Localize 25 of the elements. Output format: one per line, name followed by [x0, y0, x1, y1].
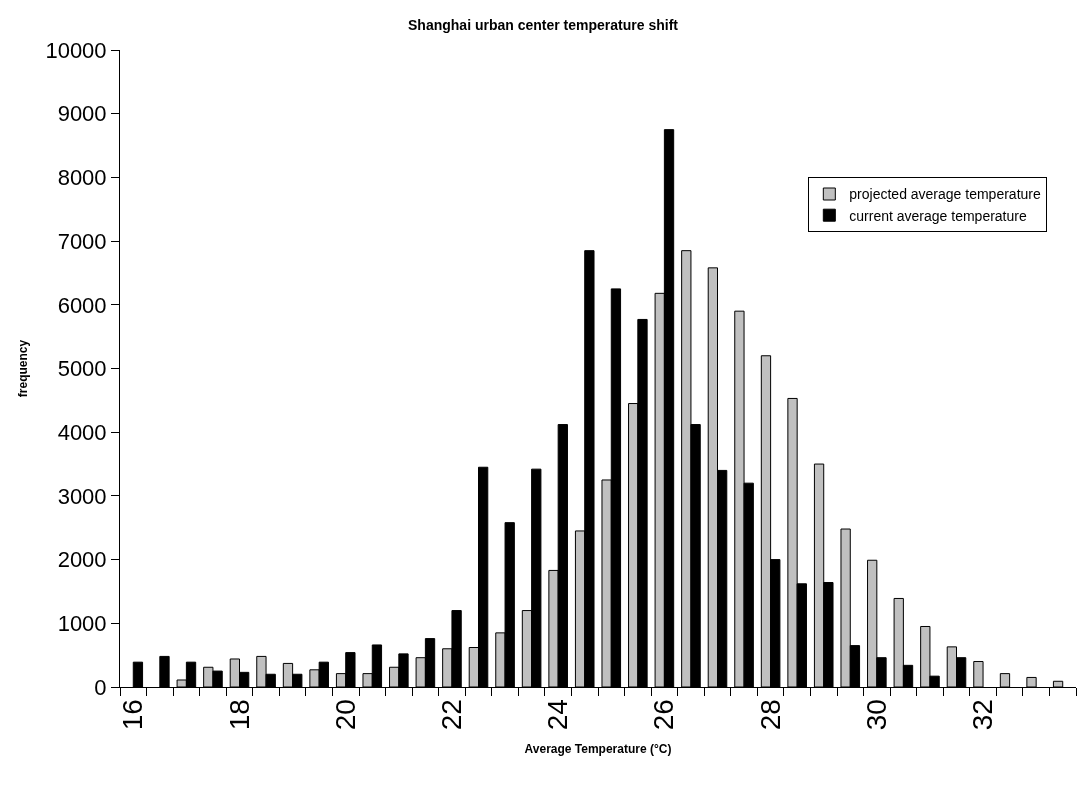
y-tick-label: 9000	[57, 101, 107, 127]
x-tick-label: 22	[436, 699, 468, 731]
x-tick-label: 30	[860, 699, 892, 731]
y-tick-label: 6000	[57, 292, 107, 318]
x-tick-label: 26	[648, 699, 680, 731]
x-tick-label: 24	[542, 699, 574, 731]
y-tick-label: 4000	[57, 419, 107, 445]
x-tick-label: 16	[117, 699, 149, 731]
x-tick-label: 32	[967, 699, 999, 731]
y-tick-label: 1000	[57, 611, 107, 636]
y-tick-label: 7000	[57, 228, 107, 254]
y-tick-label: 10000	[45, 37, 107, 63]
legend-label: projected average temperature	[849, 186, 1041, 203]
y-tick-label: 5000	[57, 356, 107, 382]
x-tick-label: 18	[223, 699, 255, 731]
y-tick-label: 0	[94, 674, 107, 700]
chart-title: Shanghai urban center temperature shift	[408, 16, 679, 33]
x-tick-label: 28	[754, 699, 786, 731]
x-axis-title: Average Temperature (°C)	[524, 742, 672, 757]
y-tick-label: 3000	[57, 483, 107, 509]
y-axis-title: frequency	[15, 339, 30, 398]
x-tick-label: 20	[329, 699, 361, 731]
y-tick-label: 8000	[57, 165, 107, 191]
legend-label: current average temperature	[849, 207, 1027, 224]
y-tick-label: 2000	[57, 547, 107, 573]
